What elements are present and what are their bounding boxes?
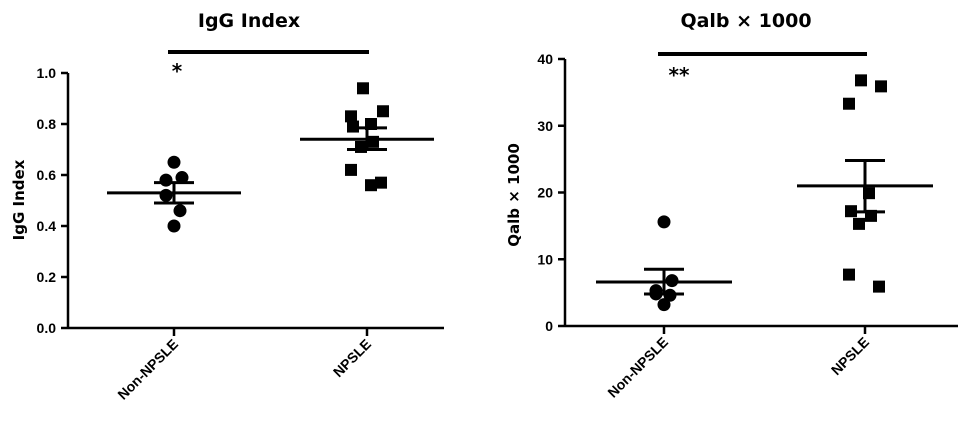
x-tick-label: NPSLE: [828, 334, 872, 378]
y-tick-label: 30: [537, 118, 553, 134]
data-point-circle: [167, 219, 181, 233]
x-tick-label: NPSLE: [330, 336, 374, 380]
y-tick-label: 0.8: [37, 116, 57, 132]
y-tick-label: 0.6: [37, 167, 57, 183]
data-point-circle: [159, 188, 173, 202]
chart-panel-1: IgG Index IgG Index 0.0 0.2 0.4 0.6 0.8 1.0 Non-…: [10, 10, 444, 403]
data-point-square: [345, 163, 357, 176]
y-tick-label: 10: [537, 251, 553, 267]
data-point-circle: [663, 288, 677, 302]
y-axis-label: IgG Index: [10, 159, 28, 240]
data-point-circle: [175, 171, 189, 185]
data-point-square: [347, 120, 359, 133]
y-tick-label: 0: [545, 318, 553, 334]
y-tick-label: 1.0: [37, 65, 57, 81]
data-point-square: [367, 135, 379, 148]
data-point-square: [377, 105, 389, 118]
series-npsle: [797, 74, 933, 293]
data-point-square: [365, 179, 377, 192]
y-tick-label: 0.0: [37, 320, 57, 336]
y-tick-label: 0.2: [37, 269, 57, 285]
y-tick-label: 20: [537, 185, 553, 201]
chart-title: IgG Index: [198, 10, 300, 32]
data-point-square: [355, 140, 367, 153]
data-point-circle: [159, 173, 173, 187]
significance-marker: *: [172, 59, 183, 83]
data-point-square: [865, 209, 877, 222]
data-point-circle: [657, 215, 671, 229]
series-non-npsle: [596, 215, 732, 312]
x-tick-label: Non-NPSLE: [604, 334, 671, 401]
data-point-square: [357, 82, 369, 95]
series-non-npsle: [107, 155, 241, 233]
data-point-square: [843, 268, 855, 281]
data-point-circle: [173, 204, 187, 218]
data-point-square: [345, 110, 357, 123]
x-tick-label: Non-NPSLE: [114, 336, 181, 403]
data-point-square: [863, 187, 875, 200]
data-point-circle: [665, 274, 679, 288]
data-point-square: [853, 217, 865, 230]
data-point-circle: [649, 287, 663, 301]
chart-title: Qalb × 1000: [680, 10, 811, 32]
y-axis-label: Qalb × 1000: [505, 143, 523, 247]
data-point-circle: [167, 155, 181, 169]
data-point-square: [843, 97, 855, 110]
data-point-square: [875, 80, 887, 93]
data-point-square: [365, 118, 377, 130]
significance-marker: **: [669, 63, 690, 87]
data-point-square: [873, 280, 885, 293]
y-tick-label: 0.4: [37, 218, 57, 234]
chart-panel-2: Qalb × 1000 Qalb × 1000 0 10 20 30 40 Non-NPSLE…: [505, 10, 958, 401]
data-point-square: [375, 176, 387, 189]
series-npsle: [300, 82, 434, 192]
y-tick-label: 40: [537, 51, 553, 67]
data-point-square: [855, 74, 867, 87]
data-point-square: [845, 205, 857, 218]
data-point-circle: [657, 298, 671, 312]
